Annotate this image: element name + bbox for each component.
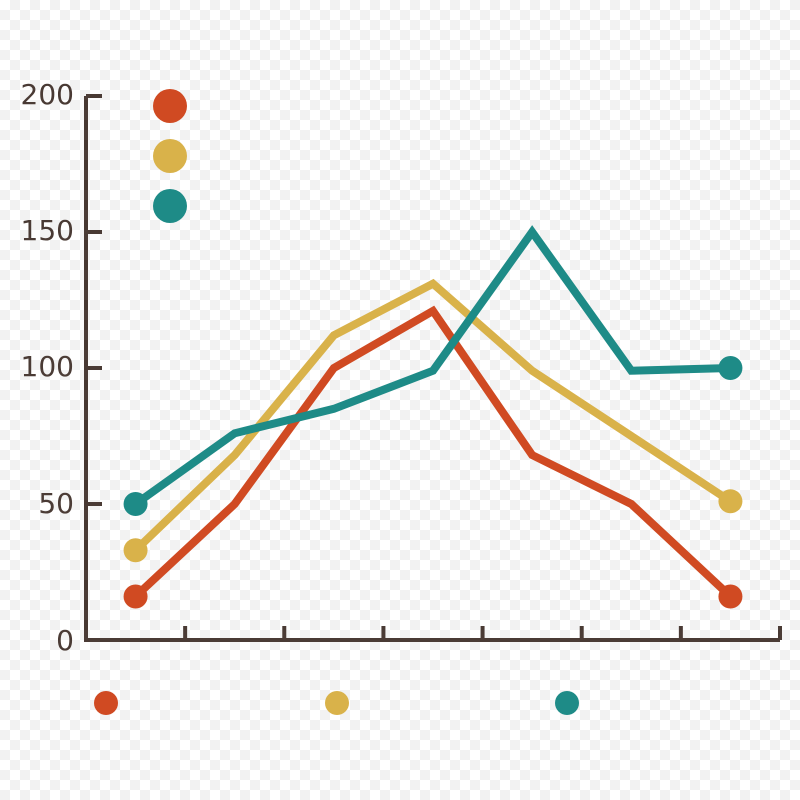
y-tick-label-200: 200	[21, 78, 74, 111]
series-line-3	[133, 225, 731, 508]
series-lines	[123, 225, 743, 609]
y-tick-label-0: 0	[56, 624, 74, 657]
legend-top-markers	[153, 89, 187, 223]
legend-marker-1	[153, 89, 187, 123]
y-tick-label-50: 50	[38, 487, 74, 520]
legend-marker-2	[153, 139, 187, 173]
y-tick-label-100: 100	[21, 350, 74, 383]
series-3-endpoint	[718, 356, 743, 380]
series-1-endpoint	[123, 584, 148, 609]
series-1-endpoint	[718, 584, 743, 609]
chart-axes	[84, 94, 782, 642]
bottom-legend-marker-3	[555, 691, 579, 715]
series-3-endpoint	[123, 492, 148, 516]
series-line-1	[132, 305, 734, 600]
legend-marker-3	[153, 189, 187, 223]
series-line-2	[132, 278, 733, 554]
series-2-endpoint	[123, 538, 148, 563]
legend-bottom-markers	[94, 691, 579, 715]
series-2-endpoint	[718, 489, 743, 514]
bottom-legend-marker-1	[94, 691, 118, 715]
bottom-legend-marker-2	[325, 691, 349, 715]
y-tick-labels: 0 50 100 150 200	[21, 78, 74, 657]
y-tick-label-150: 150	[21, 214, 74, 247]
